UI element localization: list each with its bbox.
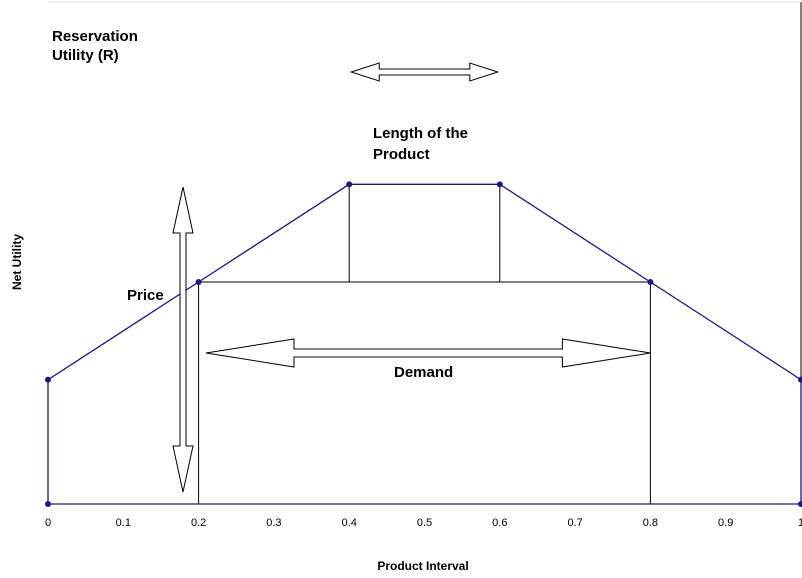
x-tick-label: 0.3	[266, 517, 281, 529]
price-arrow	[172, 186, 194, 493]
xlabel: Product Interval	[377, 559, 468, 573]
reservation-utility-label: Reservation Utility (R)	[52, 28, 138, 64]
baseline-point	[798, 501, 802, 507]
x-tick-label: 0.9	[718, 517, 733, 529]
data-point	[195, 279, 202, 285]
x-tick-label: 0.5	[417, 517, 432, 529]
demand-label: Demand	[394, 364, 453, 381]
x-tick-label: 1	[798, 517, 802, 529]
demand-arrow	[205, 338, 651, 368]
ylabel: Net Utility	[10, 234, 24, 290]
x-tick-label: 0.1	[116, 517, 131, 529]
data-point	[647, 279, 654, 285]
x-tick-label: 0.2	[191, 517, 206, 529]
x-tick-label: 0.4	[342, 517, 357, 529]
net-utility-line	[47, 183, 802, 504]
x-tick-label: 0	[45, 517, 51, 529]
price-label: Price	[127, 287, 164, 304]
data-point	[496, 181, 503, 188]
product-length-label: Length of the Product	[373, 125, 468, 163]
data-point	[45, 376, 51, 383]
data-point	[798, 376, 802, 383]
x-tick-label: 0.7	[567, 517, 582, 529]
x-tick-label: 0.6	[492, 517, 507, 529]
baseline-point	[45, 501, 51, 507]
product-length-arrow	[349, 62, 500, 82]
data-point	[346, 181, 353, 188]
x-tick-label: 0.8	[643, 517, 658, 529]
